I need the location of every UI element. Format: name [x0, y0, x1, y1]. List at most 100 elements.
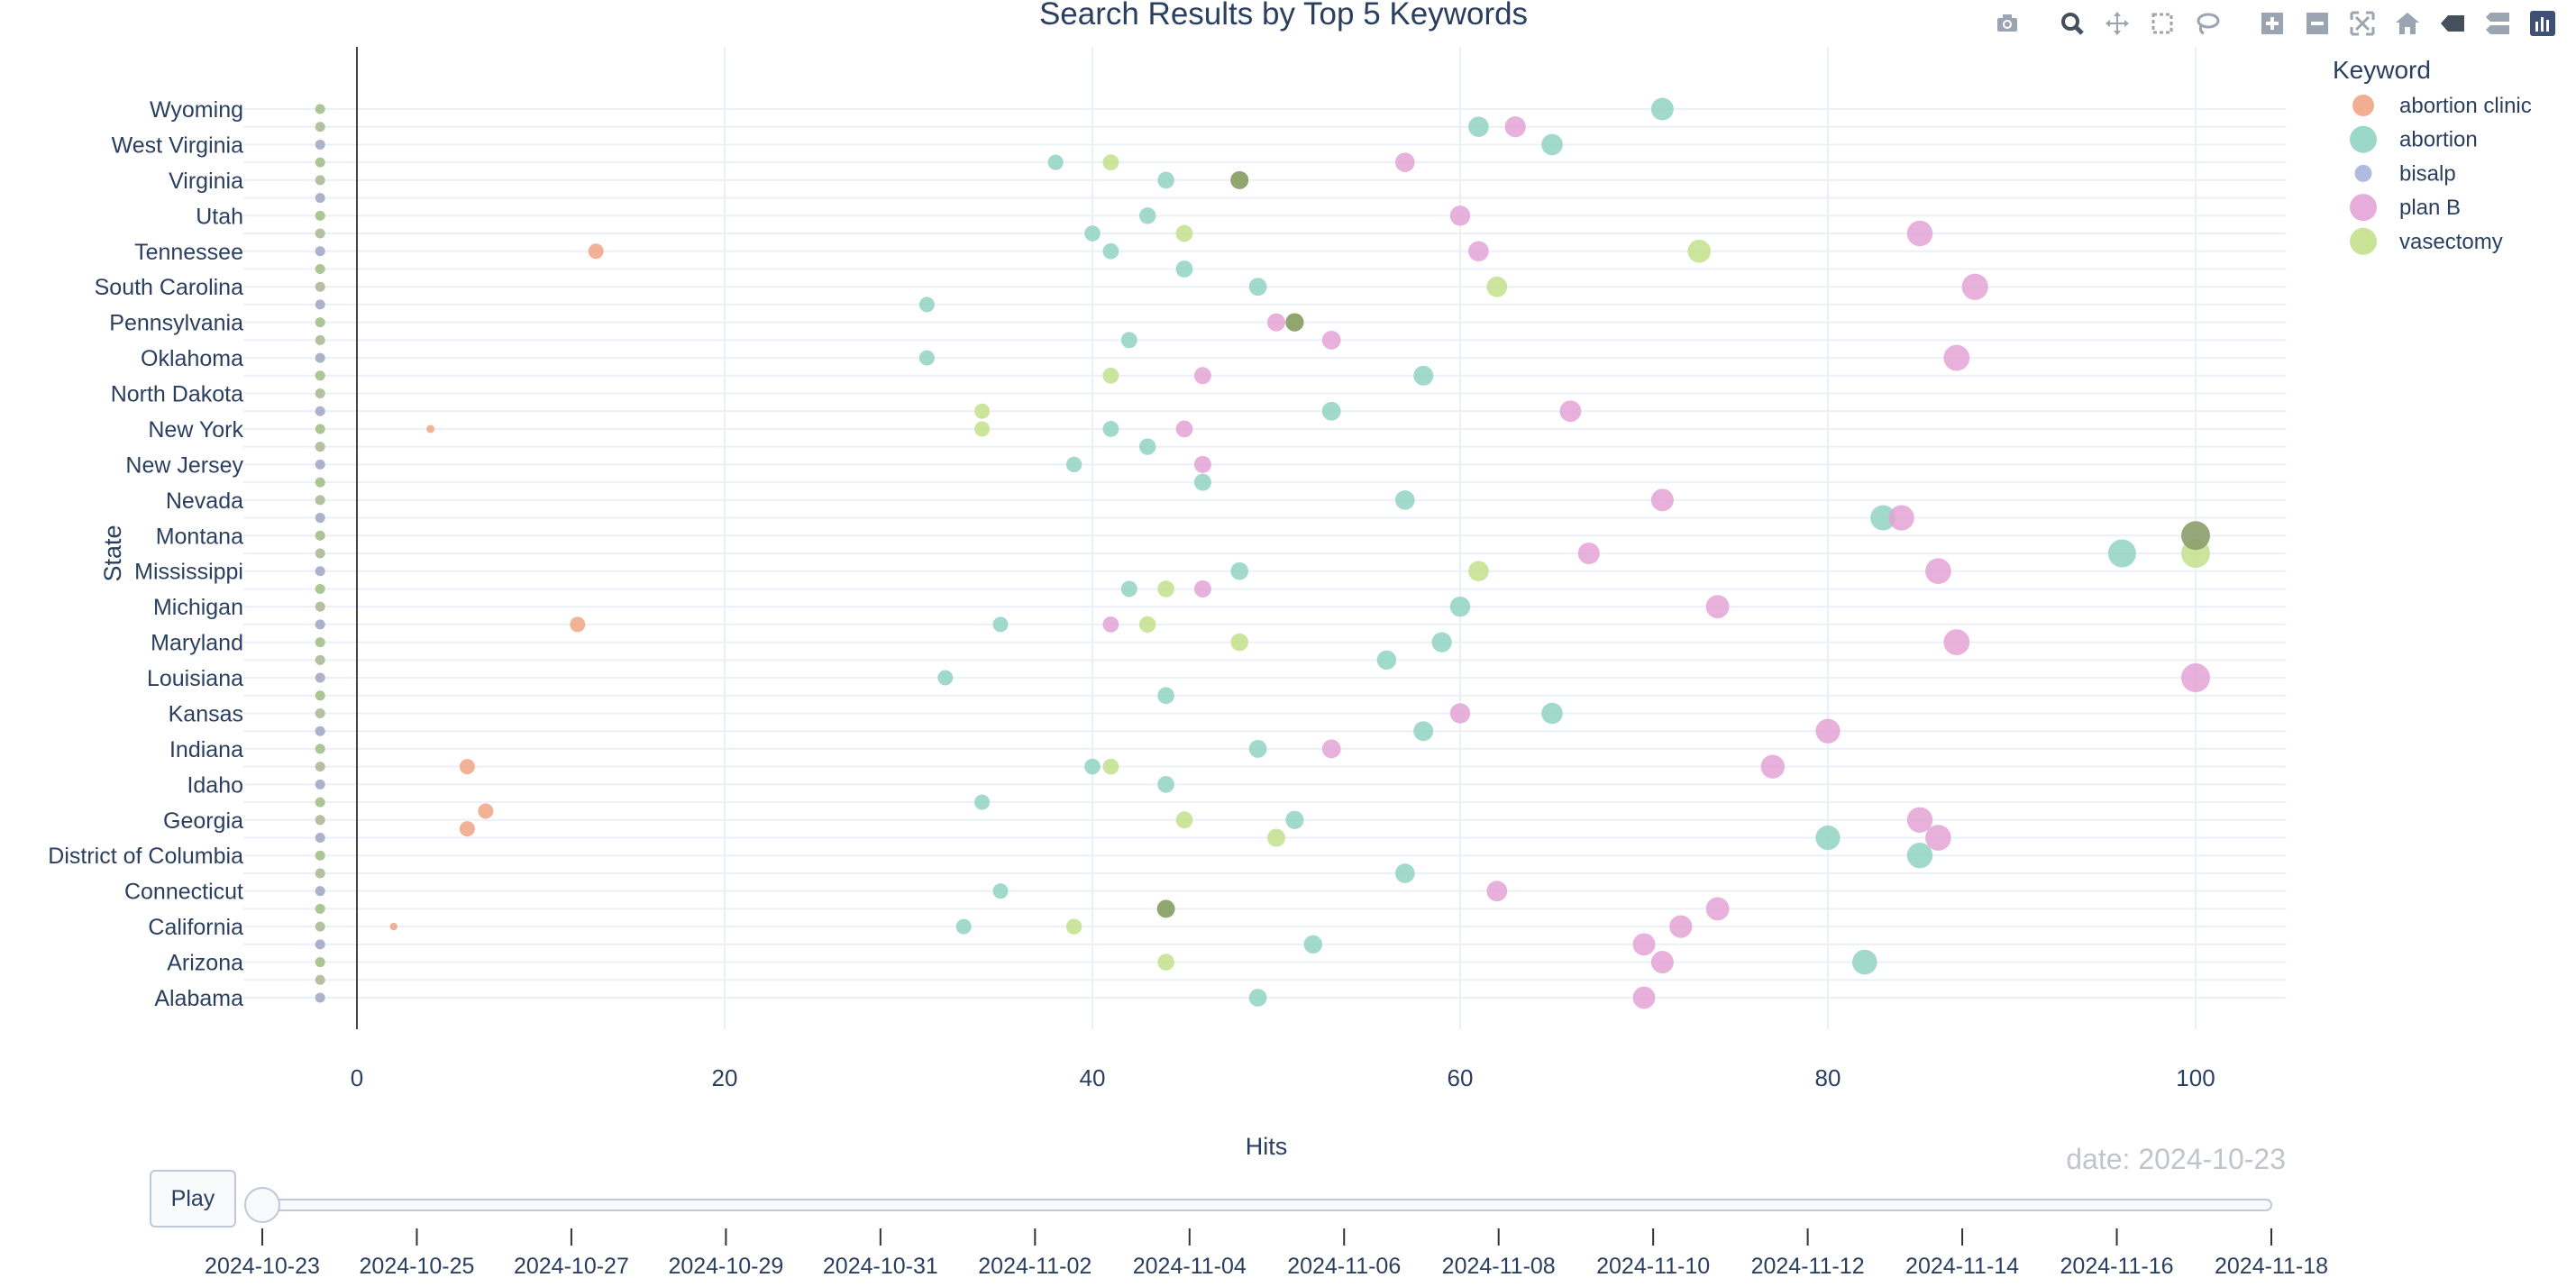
- data-point-vasectomy: [1486, 276, 1508, 297]
- data-point-plan-B: [1669, 915, 1693, 938]
- x-tick-label: 20: [712, 1064, 738, 1091]
- data-point-vasectomy: [1175, 811, 1193, 829]
- autoscale-icon[interactable]: [2342, 7, 2383, 40]
- data-point-abortion: [1303, 935, 1323, 954]
- plotly-logo-icon[interactable]: [2522, 7, 2563, 40]
- data-point-vasectomy: [1102, 758, 1119, 775]
- slider-grip[interactable]: [244, 1187, 280, 1223]
- slider-rail: [261, 1199, 2272, 1211]
- legend-marker: [2354, 164, 2372, 182]
- baseline-point: [315, 495, 325, 506]
- x-axis-label: Hits: [1246, 1133, 1288, 1160]
- data-point-plan-B: [1906, 220, 1933, 247]
- data-point-abortion: [937, 670, 954, 686]
- baseline-point: [315, 210, 325, 221]
- data-point-plan-B: [1193, 580, 1211, 598]
- y-tick-label: Montana: [156, 524, 243, 549]
- baseline-point: [315, 157, 325, 168]
- data-point-overlap: [2181, 521, 2210, 551]
- compare-hover-icon[interactable]: [2477, 7, 2518, 40]
- baseline-point: [315, 868, 325, 879]
- spike-lines-icon[interactable]: [2432, 7, 2473, 40]
- y-tick-label: Mississippi: [134, 560, 243, 585]
- baseline-point: [315, 637, 325, 648]
- data-point-plan-B: [1102, 616, 1119, 633]
- y-tick-label: West Virginia: [112, 132, 243, 158]
- points-layer: [315, 97, 2210, 1009]
- zoom-icon[interactable]: [2051, 7, 2093, 40]
- data-point-abortion: [1248, 740, 1267, 758]
- zoom-out-icon[interactable]: [2297, 7, 2338, 40]
- data-point-plan-B: [1650, 488, 1674, 512]
- data-point-abortion: [1120, 580, 1137, 598]
- data-point-plan-B: [1486, 881, 1508, 902]
- data-point-plan-B: [1267, 313, 1285, 332]
- pan-icon[interactable]: [2096, 7, 2138, 40]
- baseline-point: [315, 388, 325, 399]
- data-point-plan-B: [1906, 807, 1933, 833]
- legend-marker: [2350, 194, 2377, 222]
- data-point-vasectomy: [1102, 367, 1119, 384]
- baseline-point: [315, 762, 325, 772]
- data-point-abortion: [1468, 116, 1489, 138]
- data-point-abortion: [1413, 721, 1434, 742]
- x-tick-label: 100: [2176, 1064, 2215, 1091]
- legend-marker: [2352, 95, 2374, 116]
- baseline-point: [315, 815, 325, 826]
- data-point-vasectomy: [1065, 918, 1082, 935]
- y-tick-label: District of Columbia: [48, 844, 243, 869]
- data-point-plan-B: [1504, 116, 1526, 138]
- y-tick-label: Indiana: [169, 737, 243, 762]
- y-tick-label: Tennessee: [134, 240, 243, 265]
- data-point-plan-B: [1449, 703, 1471, 724]
- x-tick-label: 40: [1080, 1064, 1106, 1091]
- legend[interactable]: Keyword abortion clinic abortion bisalp plan…: [2333, 56, 2532, 255]
- y-tick-label: New York: [148, 417, 243, 443]
- data-point-plan-B: [1395, 152, 1415, 172]
- baseline-point: [315, 193, 325, 204]
- lasso-select-icon[interactable]: [2187, 7, 2228, 40]
- data-point-plan-B: [1888, 505, 1914, 531]
- data-point-plan-B: [1815, 718, 1841, 744]
- data-point-abortion: [1065, 456, 1082, 473]
- data-point-abortion: [1084, 758, 1101, 775]
- data-point-vasectomy: [1687, 239, 1711, 263]
- baseline-point: [315, 442, 325, 452]
- data-point-overlap: [1230, 170, 1249, 189]
- data-point-plan-B: [1577, 543, 1600, 564]
- data-point-plan-B: [1193, 455, 1211, 473]
- baseline-point: [315, 104, 325, 114]
- data-point-abortion: [992, 616, 1009, 633]
- data-point-plan-B: [1632, 933, 1656, 956]
- data-point-abortion: [1395, 863, 1415, 883]
- data-point-abortion: [1413, 365, 1434, 386]
- data-point-vasectomy: [1468, 561, 1489, 582]
- camera-icon[interactable]: [1987, 7, 2028, 40]
- x-tick-label: 0: [351, 1064, 363, 1091]
- date-slider[interactable]: 2024-10-23 2024-10-25 2024-10-27 2024-10-29…: [205, 1187, 2328, 1279]
- box-select-icon[interactable]: [2142, 7, 2183, 40]
- data-point-vasectomy: [974, 421, 991, 437]
- baseline-point: [315, 797, 325, 808]
- data-point-abortion: [1815, 825, 1841, 851]
- baseline-point: [315, 992, 325, 1003]
- data-point-vasectomy: [1139, 616, 1156, 634]
- data-point-abortion: [1906, 843, 1933, 869]
- data-point-vasectomy: [1102, 154, 1119, 171]
- data-point-abortion: [1449, 596, 1471, 617]
- slider-date-label: 2024-10-25: [360, 1254, 475, 1279]
- frame-date-label: date: 2024-10-23: [2066, 1143, 2286, 1175]
- baseline-point: [315, 406, 325, 416]
- data-point-abortion: [1157, 687, 1174, 705]
- data-point-plan-B: [1705, 897, 1730, 921]
- data-point-plan-B: [1943, 344, 1970, 371]
- reset-axes-icon[interactable]: [2387, 7, 2428, 40]
- play-button[interactable]: Play: [150, 1170, 236, 1228]
- baseline-point: [315, 619, 325, 630]
- y-tick-label: California: [148, 915, 243, 940]
- slider-date-label: 2024-10-31: [823, 1254, 938, 1279]
- data-point-abortion-clinic: [478, 803, 494, 819]
- zoom-in-icon[interactable]: [2252, 7, 2293, 40]
- toolbar: [1987, 7, 2563, 40]
- data-point-abortion-clinic: [426, 424, 435, 434]
